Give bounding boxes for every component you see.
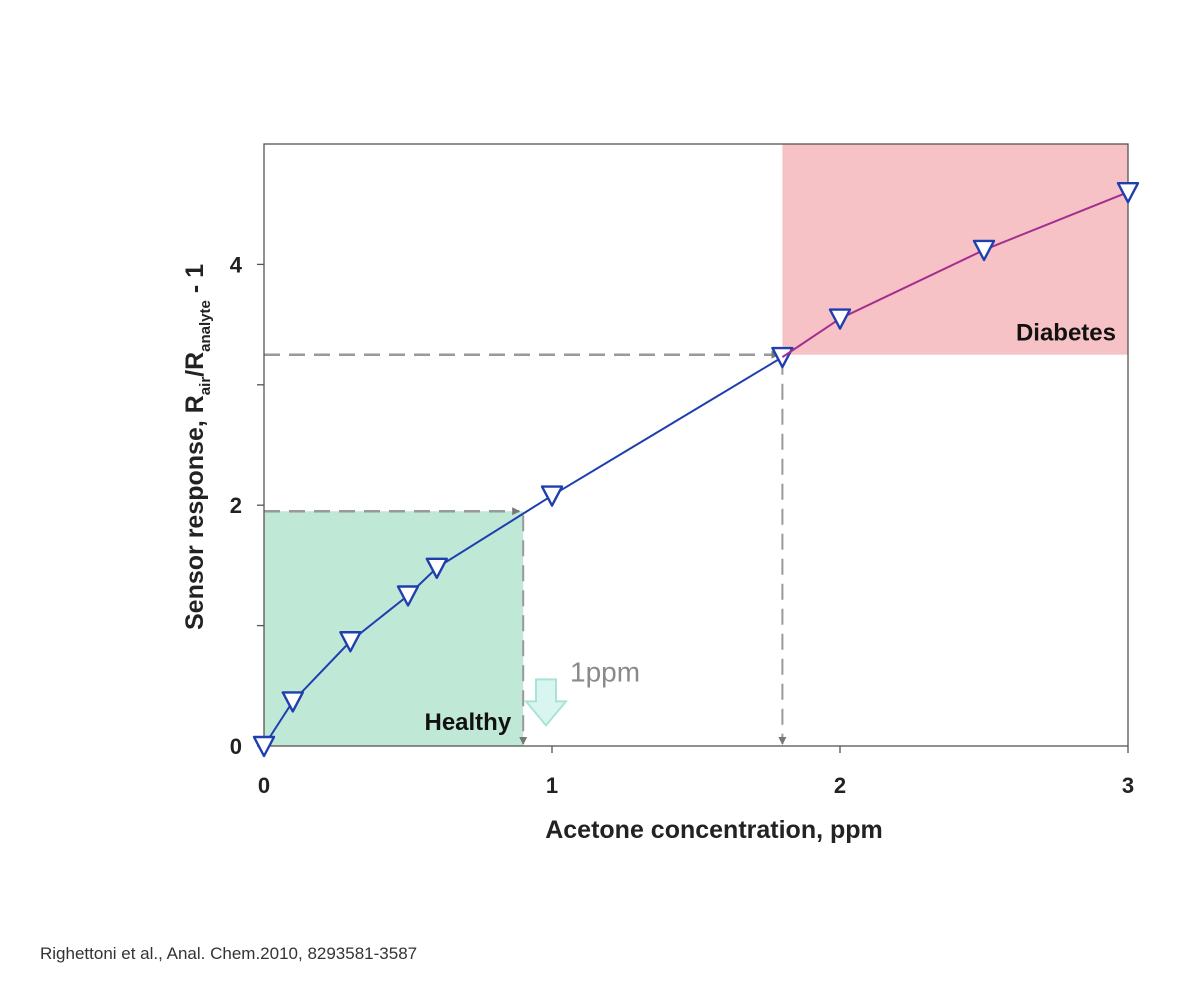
down-arrow-icon — [523, 678, 569, 727]
data-point-marker — [396, 585, 420, 607]
y-label-sub-analyte: analyte — [197, 300, 214, 352]
shaded-regions — [264, 144, 1128, 746]
x-tick-label: 3 — [1122, 773, 1134, 798]
y-tick-label: 4 — [230, 252, 243, 277]
region-label-healthy: Healthy — [424, 709, 511, 736]
axis-ticks: 0 1 2 3 0 2 4 — [230, 252, 1134, 798]
data-point-marker — [339, 631, 362, 653]
citation-text: Righettoni et al., Anal. Chem.2010, 8293… — [40, 944, 418, 963]
data-point-marker — [828, 308, 852, 330]
data-point-marker — [540, 485, 564, 507]
data-point-marker — [771, 346, 794, 369]
annotation-1ppm: 1ppm — [570, 656, 640, 687]
data-series — [252, 181, 1140, 758]
y-label-sub-air: air — [197, 377, 214, 396]
x-tick-label: 2 — [834, 773, 846, 798]
x-tick-label: 1 — [546, 773, 558, 798]
data-point-marker — [281, 691, 304, 713]
y-axis-label: Sensor response, Rair/Ranalyte - 1 — [181, 264, 214, 630]
y-label-suffix: - 1 — [181, 264, 209, 300]
region-healthy — [264, 511, 524, 746]
series-line — [781, 191, 1129, 358]
x-tick-label: 0 — [258, 773, 270, 798]
y-label-prefix: Sensor response, R — [181, 395, 209, 630]
y-tick-label: 0 — [230, 734, 242, 759]
x-axis-label: Acetone concentration, ppm — [545, 816, 883, 844]
plot-area-frame — [263, 143, 1129, 747]
y-label-mid: /R — [181, 352, 209, 377]
region-labels: Healthy Diabetes — [424, 320, 1116, 736]
data-point-marker — [425, 557, 448, 580]
data-point-marker — [972, 239, 996, 262]
data-point-marker — [252, 735, 276, 758]
reference-lines — [264, 350, 787, 745]
region-label-diabetes: Diabetes — [1016, 320, 1116, 347]
data-point-marker — [1116, 181, 1140, 204]
y-tick-label: 2 — [230, 493, 242, 518]
